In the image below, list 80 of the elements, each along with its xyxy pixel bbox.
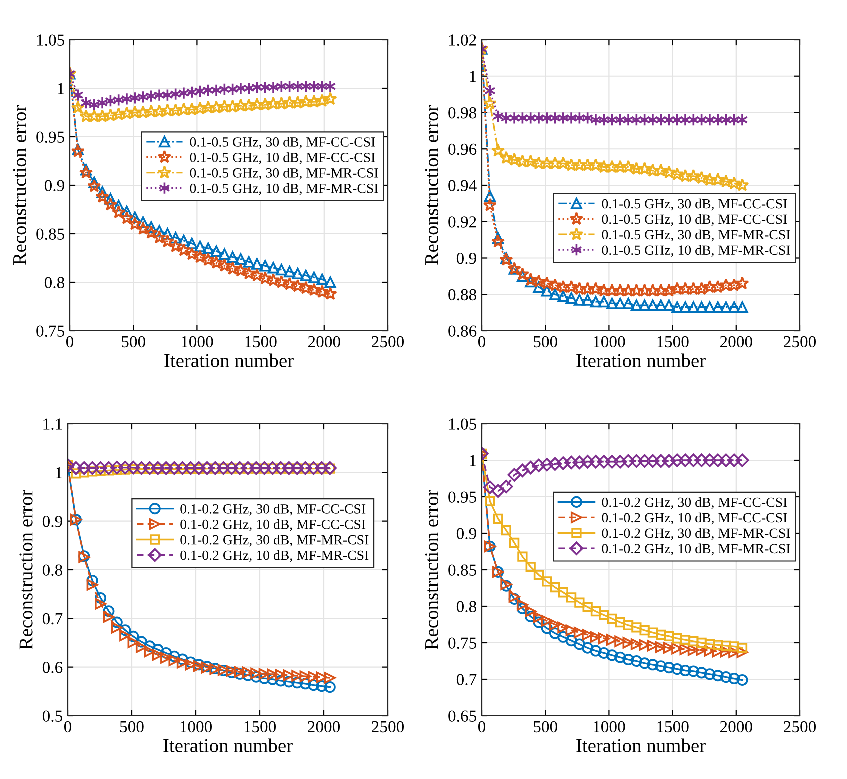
x-axis-title: Iteration number	[164, 738, 293, 752]
y-tick-label: 0.65	[448, 710, 476, 722]
y-tick-label: 0.8	[44, 277, 65, 289]
x-tick-label: 1500	[658, 721, 689, 733]
y-axis-title: Reconstruction error	[13, 105, 26, 266]
y-tick-label: 1	[56, 467, 62, 478]
y-tick-label: 0.7	[456, 674, 477, 686]
y-tick-label: 0.92	[448, 216, 476, 228]
y-tick-label: 0.6	[42, 662, 63, 674]
y-tick-label: 0.96	[448, 144, 477, 156]
y-tick-label: 1	[58, 83, 64, 94]
legend-label: 0.1-0.2 GHz, 10 dB, MF-MR-CSI	[602, 544, 790, 556]
x-tick-label: 1000	[180, 721, 212, 733]
x-tick-label: 500	[534, 721, 558, 733]
legend-label: 0.1-0.2 GHz, 30 dB, MF-CC-CSI	[602, 497, 788, 510]
x-axis-title: Iteration number	[576, 354, 706, 368]
x-tick-label: 1500	[658, 336, 689, 348]
x-tick-label: 2000	[720, 721, 752, 733]
x-tick-label: 2000	[720, 336, 752, 348]
legend-label: 0.1-0.5 GHz, 10 dB, MF-CC-CSI	[190, 152, 376, 164]
y-tick-label: 0.9	[42, 516, 62, 528]
y-tick-label: 0.86	[448, 326, 477, 338]
x-axis-title: Iteration number	[164, 354, 294, 368]
y-tick-label: 0.8	[456, 601, 477, 613]
y-tick-label: 1.05	[37, 34, 64, 46]
x-tick-label: 1000	[594, 721, 626, 733]
y-tick-label: 1.1	[44, 418, 62, 430]
y-tick-label: 0.8	[42, 564, 63, 576]
x-tick-label: 0	[478, 336, 486, 348]
y-tick-label: 1	[470, 455, 476, 466]
y-axis-title: Reconstruction error	[20, 490, 33, 650]
x-tick-label: 0	[66, 336, 74, 348]
y-tick-label: 1.05	[449, 418, 476, 430]
y-tick-label: 0.9	[456, 252, 476, 264]
y-axis-title: Reconstruction error	[425, 490, 438, 650]
x-tick-label: 1000	[594, 336, 626, 348]
x-tick-label: 1000	[182, 336, 214, 348]
x-tick-label: 2500	[372, 336, 404, 348]
y-tick-label: 0.88	[448, 289, 477, 301]
y-tick-label: 0.85	[448, 564, 476, 576]
x-axis-title: Iteration number	[576, 738, 706, 752]
legend-label: 0.1-0.5 GHz, 10 dB, MF-CC-CSI	[602, 214, 788, 226]
legend-label: 0.1-0.5 GHz, 30 dB, MF-CC-CSI	[190, 137, 376, 149]
x-tick-label: 0	[478, 721, 486, 733]
y-tick-label: 0.9	[456, 528, 476, 540]
legend-label: 0.1-0.2 GHz, 10 dB, MF-CC-CSI	[180, 520, 366, 532]
legend-label: 0.1-0.2 GHz, 30 dB, MF-MR-CSI	[602, 528, 790, 540]
x-tick-label: 0	[64, 721, 72, 733]
legend-label: 0.1-0.5 GHz, 10 dB, MF-MR-CSI	[190, 184, 378, 196]
x-tick-label: 1500	[246, 336, 277, 348]
legend-label: 0.1-0.2 GHz, 10 dB, MF-CC-CSI	[602, 512, 788, 525]
y-axis-title: Reconstruction error	[425, 105, 438, 266]
x-tick-label: 2500	[372, 721, 404, 733]
y-tick-label: 1.02	[449, 34, 476, 46]
x-tick-label: 500	[120, 721, 144, 733]
legend-label: 0.1-0.2 GHz, 30 dB, MF-CC-CSI	[180, 504, 366, 516]
legend-label: 0.1-0.2 GHz, 30 dB, MF-MR-CSI	[180, 534, 369, 547]
y-tick-label: 0.94	[448, 180, 477, 192]
y-tick-label: 0.75	[448, 638, 476, 650]
x-tick-label: 2500	[784, 721, 816, 733]
y-tick-label: 0.98	[448, 107, 477, 119]
y-tick-label: 0.9	[44, 180, 64, 192]
y-tick-label: 0.95	[448, 492, 476, 504]
y-tick-label: 1	[470, 71, 476, 82]
x-tick-label: 2000	[308, 336, 340, 348]
legend-label: 0.1-0.2 GHz, 10 dB, MF-MR-CSI	[180, 550, 369, 562]
y-tick-label: 0.7	[42, 613, 63, 625]
x-tick-label: 2000	[308, 721, 340, 733]
y-tick-label: 0.85	[36, 228, 64, 240]
legend-label: 0.1-0.5 GHz, 30 dB, MF-MR-CSI	[190, 168, 378, 180]
legend-label: 0.1-0.5 GHz, 30 dB, MF-CC-CSI	[602, 198, 788, 211]
y-tick-label: 0.5	[42, 710, 62, 722]
x-tick-label: 1500	[244, 721, 276, 733]
legend-label: 0.1-0.5 GHz, 30 dB, MF-MR-CSI	[602, 230, 790, 242]
legend-label: 0.1-0.5 GHz, 10 dB, MF-MR-CSI	[602, 245, 790, 258]
y-tick-label: 0.75	[36, 326, 64, 338]
x-tick-label: 500	[122, 336, 146, 348]
x-tick-label: 500	[534, 336, 558, 348]
x-tick-label: 2500	[784, 336, 816, 348]
y-tick-label: 0.95	[36, 132, 64, 144]
